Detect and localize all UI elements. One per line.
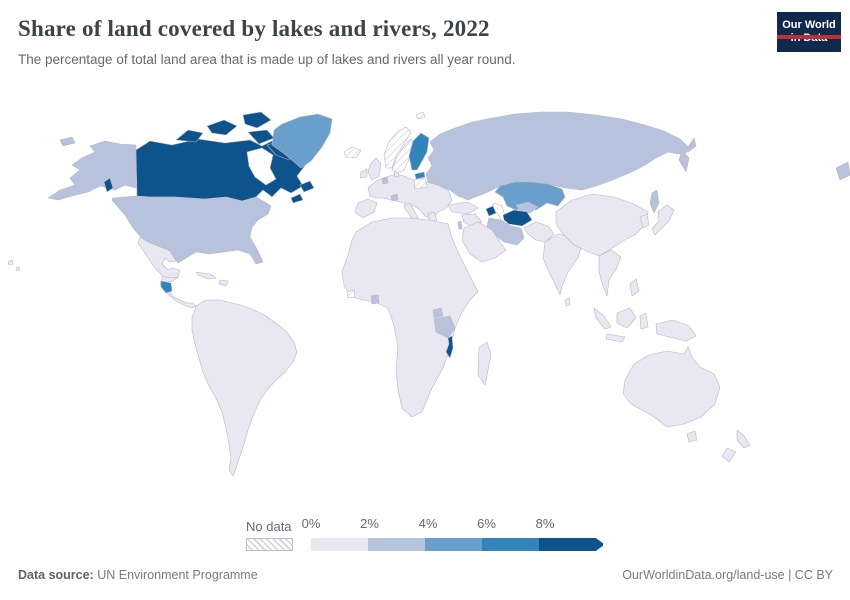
country-ireland[interactable]	[359, 168, 368, 179]
country-mexico[interactable]	[137, 236, 181, 279]
country-japan[interactable]	[651, 204, 675, 236]
country-russia-kamchatka[interactable]	[678, 149, 690, 173]
country-sulawesi[interactable]	[639, 312, 649, 330]
page-subtitle: The percentage of total land area that i…	[18, 52, 516, 67]
country-south-america[interactable]	[191, 299, 298, 477]
country-madagascar[interactable]	[477, 341, 492, 386]
country-cuba[interactable]	[195, 271, 217, 280]
owid-logo-text: Our Worldin Data	[782, 18, 836, 44]
country-canada-nova-scotia[interactable]	[290, 193, 304, 204]
country-united-kingdom[interactable]	[367, 157, 382, 181]
country-norway[interactable]	[383, 126, 412, 169]
country-finland[interactable]	[408, 132, 430, 171]
country-russia-far-east[interactable]	[835, 161, 850, 181]
country-australia[interactable]	[622, 346, 721, 428]
owid-logo[interactable]: Our Worldin Data	[777, 12, 841, 52]
country-china[interactable]	[555, 193, 649, 257]
country-canada-vancouver-island[interactable]	[103, 177, 114, 193]
country-switzerland[interactable]	[390, 193, 399, 202]
country-canada-arctic-1[interactable]	[175, 129, 204, 143]
country-sumatra[interactable]	[593, 307, 612, 330]
country-southeast-asia[interactable]	[598, 249, 622, 297]
chart-footer: Data source: UN Environment Programme Ou…	[18, 568, 833, 582]
country-iceland[interactable]	[343, 146, 362, 159]
country-tasmania[interactable]	[686, 430, 698, 443]
country-greece[interactable]	[427, 211, 438, 223]
country-canada-arctic-3[interactable]	[242, 111, 272, 129]
world-map	[0, 100, 850, 500]
legend-swatch-2-4[interactable]	[367, 538, 425, 551]
country-sierra-leone[interactable]	[346, 289, 356, 299]
country-afghanistan-pakistan[interactable]	[523, 221, 555, 243]
legend-tick-8: 8%	[535, 516, 555, 531]
country-greenland[interactable]	[271, 113, 333, 169]
country-netherlands[interactable]	[381, 176, 389, 185]
country-europe-mainland[interactable]	[367, 173, 453, 221]
data-source-text: UN Environment Programme	[93, 568, 258, 582]
country-hispaniola[interactable]	[218, 279, 229, 287]
country-estonia[interactable]	[414, 171, 426, 180]
country-nicaragua[interactable]	[160, 280, 173, 294]
country-uzbekistan[interactable]	[515, 201, 539, 214]
legend-no-data[interactable]: No data	[246, 519, 293, 551]
country-turkey[interactable]	[447, 201, 479, 215]
country-new-zealand-south[interactable]	[721, 447, 737, 463]
legend-swatch-6-8[interactable]	[481, 538, 539, 551]
country-iberia[interactable]	[354, 198, 378, 219]
legend-swatch-4-6[interactable]	[424, 538, 482, 551]
legend-no-data-swatch[interactable]	[246, 538, 293, 551]
country-kazakhstan[interactable]	[494, 181, 566, 211]
country-sri-lanka[interactable]	[564, 297, 571, 307]
country-ghana[interactable]	[370, 294, 380, 305]
country-united-states[interactable]	[111, 195, 272, 265]
hudson-bay	[246, 147, 277, 186]
country-hawaii[interactable]	[7, 259, 21, 272]
country-uganda[interactable]	[432, 307, 444, 319]
map-legend: No data 0% 2% 4% 6% 8%	[246, 515, 611, 551]
legend-bar[interactable]	[311, 538, 603, 551]
country-canada-arctic-2[interactable]	[206, 119, 238, 136]
country-africa-mainland[interactable]	[341, 217, 479, 418]
world-map-svg	[7, 111, 850, 477]
country-new-guinea[interactable]	[655, 319, 697, 342]
country-russia[interactable]	[425, 111, 697, 201]
country-canada-newfoundland[interactable]	[299, 180, 315, 193]
legend-color-scale: 0% 2% 4% 6% 8%	[302, 515, 611, 551]
country-borneo[interactable]	[616, 307, 637, 329]
data-source-label: Data source:	[18, 568, 94, 582]
country-st-lawrence-island[interactable]	[59, 136, 76, 147]
country-latvia-lithuania[interactable]	[413, 177, 428, 190]
country-new-zealand-north[interactable]	[736, 429, 751, 449]
data-source: Data source: UN Environment Programme	[18, 568, 258, 582]
page-title: Share of land covered by lakes and river…	[18, 16, 490, 41]
legend-swatch-0-2[interactable]	[311, 538, 368, 551]
legend-ticks: 0% 2% 4% 6% 8%	[302, 515, 611, 533]
country-tanzania[interactable]	[433, 315, 456, 339]
legend-tick-4: 4%	[418, 516, 438, 531]
legend-swatch-8-plus[interactable]	[538, 538, 603, 551]
country-java[interactable]	[605, 333, 626, 343]
country-israel[interactable]	[457, 220, 463, 230]
country-azerbaijan[interactable]	[485, 205, 497, 217]
legend-tick-2: 2%	[360, 516, 379, 531]
country-russia-sakhalin[interactable]	[649, 189, 660, 214]
country-svalbard[interactable]	[415, 111, 426, 120]
footer-link[interactable]: OurWorldinData.org/land-use | CC BY	[622, 568, 833, 582]
country-korea[interactable]	[639, 213, 650, 229]
owid-logo-red-bar	[777, 35, 841, 39]
country-philippines[interactable]	[629, 278, 640, 297]
country-malawi[interactable]	[445, 335, 454, 359]
legend-tick-0: 0%	[301, 516, 321, 531]
country-alaska[interactable]	[47, 140, 137, 201]
legend-tick-6: 6%	[477, 516, 496, 531]
country-arabia[interactable]	[461, 221, 507, 263]
country-turkmenistan[interactable]	[502, 209, 533, 227]
legend-no-data-label: No data	[246, 519, 292, 534]
